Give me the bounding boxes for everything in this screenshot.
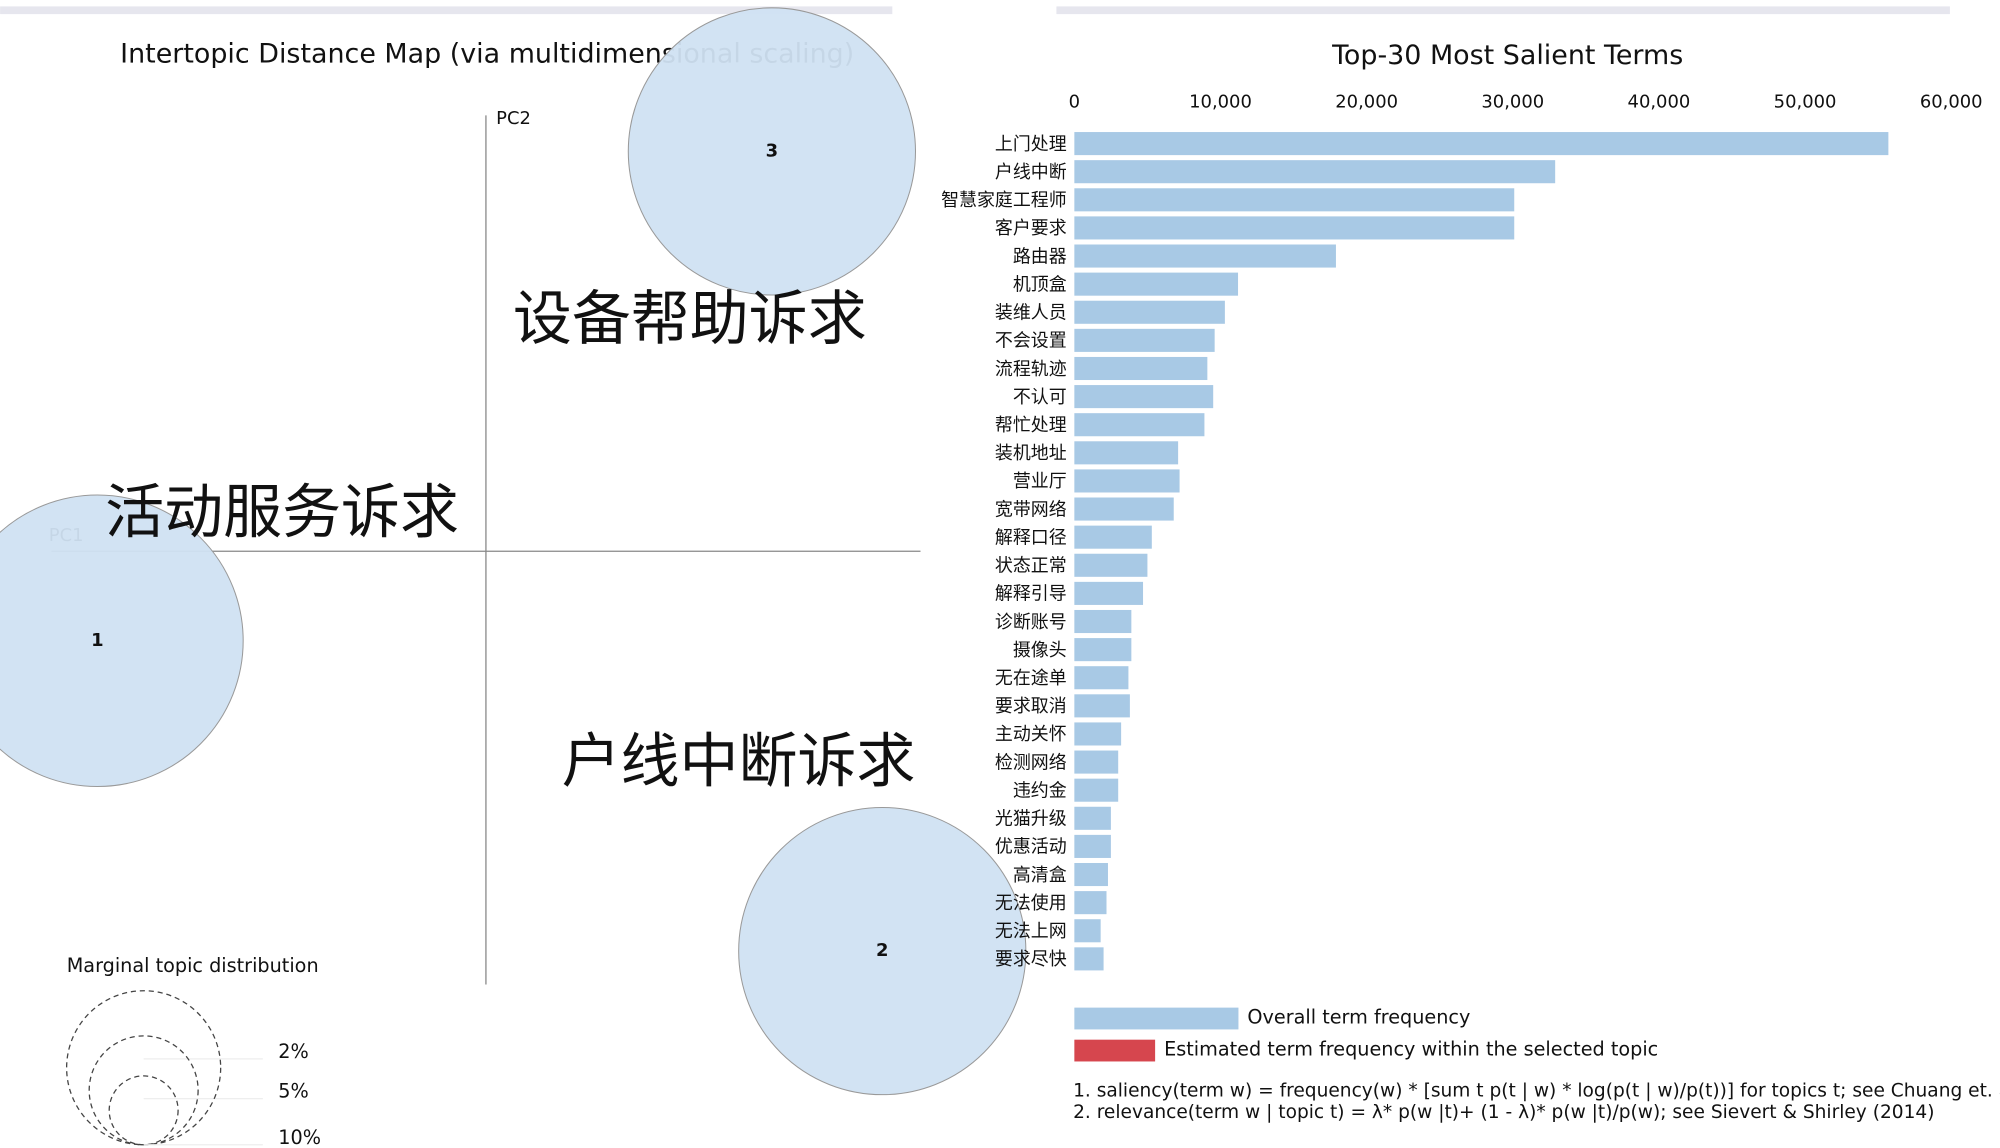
- size-legend-label: 10%: [278, 1126, 321, 1148]
- bar: [1074, 413, 1205, 437]
- term-label: 主动关怀: [995, 724, 1067, 745]
- size-legend-label: 2%: [278, 1040, 309, 1063]
- term-label: 流程轨迹: [995, 359, 1067, 380]
- size-legend-circle: [65, 990, 222, 1146]
- bar: [1074, 216, 1515, 240]
- term-label: 状态正常: [995, 556, 1067, 577]
- topic-bubble: [627, 7, 917, 296]
- topic-label: 3: [766, 140, 778, 161]
- term-label: 上门处理: [995, 134, 1067, 155]
- size-legend-circle: [108, 1075, 179, 1146]
- term-label: 客户要求: [995, 218, 1067, 239]
- topic-bubble: [0, 494, 244, 788]
- term-label: 营业厅: [1013, 471, 1067, 492]
- topic-label: 2: [876, 940, 888, 961]
- bar: [1074, 947, 1104, 971]
- term-label: 违约金: [1013, 780, 1067, 801]
- x-tick-label: 10,000: [1189, 92, 1252, 113]
- x-tick-label: 40,000: [1628, 92, 1691, 113]
- bar: [1074, 441, 1179, 465]
- bar: [1074, 722, 1122, 746]
- size-legend-title: Marginal topic distribution: [67, 954, 319, 977]
- bar: [1074, 638, 1132, 662]
- bar: [1074, 666, 1129, 690]
- annotation: 户线中断诉求: [562, 726, 916, 795]
- slider-track: [0, 6, 893, 15]
- bar: [1074, 919, 1101, 943]
- bar: [1074, 356, 1208, 381]
- bar: [1074, 244, 1336, 268]
- term-label: 摄像头: [1013, 640, 1067, 661]
- bar: [1074, 806, 1111, 830]
- topic-label: 1: [91, 630, 103, 651]
- bar: [1074, 694, 1130, 718]
- bar: [1074, 328, 1215, 352]
- term-label: 解释口径: [995, 527, 1067, 548]
- bar: [1074, 834, 1111, 858]
- annotation: 活动服务诉求: [105, 478, 459, 547]
- bar: [1074, 862, 1108, 887]
- bar: [1074, 132, 1889, 156]
- bar: [1074, 609, 1132, 634]
- term-label: 宽带网络: [995, 499, 1067, 520]
- term-label: 智慧家庭工程师: [941, 190, 1067, 211]
- term-label: 要求尽快: [995, 949, 1067, 970]
- size-legend-circle: [88, 1035, 199, 1146]
- term-label: 不认可: [1013, 387, 1067, 408]
- term-label: 无在途单: [995, 668, 1067, 689]
- term-label: 装机地址: [995, 443, 1067, 464]
- bar: [1074, 497, 1174, 521]
- x-tick-label: 60,000: [1920, 92, 1983, 113]
- term-label: 诊断账号: [995, 612, 1067, 633]
- topic-bubble: [738, 806, 1027, 1096]
- bar: [1074, 778, 1119, 802]
- chart-title: Top-30 Most Salient Terms: [1331, 40, 1683, 71]
- bar: [1074, 891, 1107, 915]
- bar: [1074, 188, 1515, 212]
- y-axis-label: PC2: [496, 108, 531, 129]
- bar: [1074, 553, 1148, 577]
- annotation: 设备帮助诉求: [513, 284, 867, 353]
- footnote: 2. relevance(term w | topic t) = λ* p(w …: [1073, 1102, 1934, 1123]
- term-label: 机顶盒: [1013, 274, 1067, 295]
- term-label: 检测网络: [995, 752, 1067, 773]
- x-tick-label: 30,000: [1481, 92, 1544, 113]
- bar: [1074, 525, 1152, 549]
- term-label: 优惠活动: [995, 837, 1067, 858]
- slider-track: [1056, 6, 1950, 15]
- size-legend-label: 5%: [278, 1080, 309, 1103]
- legend-label: Estimated term frequency within the sele…: [1164, 1037, 1658, 1060]
- term-label: 帮忙处理: [995, 415, 1067, 436]
- bar: [1074, 581, 1144, 605]
- term-label: 无法上网: [995, 921, 1067, 942]
- term-label: 高清盒: [1013, 865, 1067, 886]
- legend-swatch: [1074, 1007, 1239, 1030]
- legend-label: Overall term frequency: [1247, 1005, 1470, 1028]
- footnote: 1. saliency(term w) = frequency(w) * [su…: [1073, 1080, 2000, 1101]
- term-label: 要求取消: [995, 696, 1067, 717]
- term-label: 装维人员: [995, 303, 1067, 324]
- legend-swatch: [1074, 1039, 1156, 1062]
- bar: [1074, 750, 1119, 774]
- term-label: 不会设置: [995, 331, 1067, 352]
- x-tick-label: 0: [1069, 92, 1080, 113]
- x-tick-label: 50,000: [1774, 92, 1837, 113]
- term-label: 光猫升级: [995, 809, 1067, 830]
- bar: [1074, 469, 1180, 493]
- bar: [1074, 272, 1239, 296]
- term-label: 解释引导: [995, 584, 1067, 605]
- bar: [1074, 300, 1225, 324]
- term-label: 路由器: [1013, 246, 1067, 267]
- bar: [1074, 385, 1214, 409]
- bar: [1074, 160, 1556, 184]
- term-label: 户线中断: [995, 162, 1067, 183]
- term-label: 无法使用: [995, 893, 1067, 914]
- x-tick-label: 20,000: [1335, 92, 1398, 113]
